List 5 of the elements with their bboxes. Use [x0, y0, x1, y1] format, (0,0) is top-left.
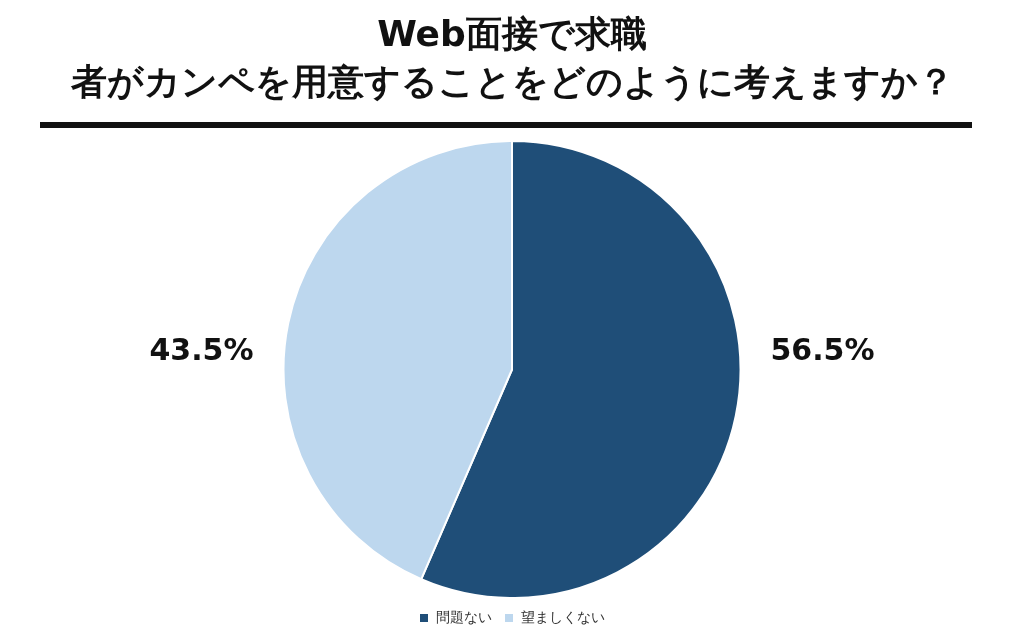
legend-label: 問題ない [436, 608, 492, 625]
data-label: 43.5% [149, 332, 254, 368]
chart-title: Web面接で求職者がカンペを用意することをどのように考えますか？ [69, 12, 955, 104]
legend-label: 望ましくない [521, 608, 605, 625]
data-label: 56.5% [770, 332, 875, 368]
